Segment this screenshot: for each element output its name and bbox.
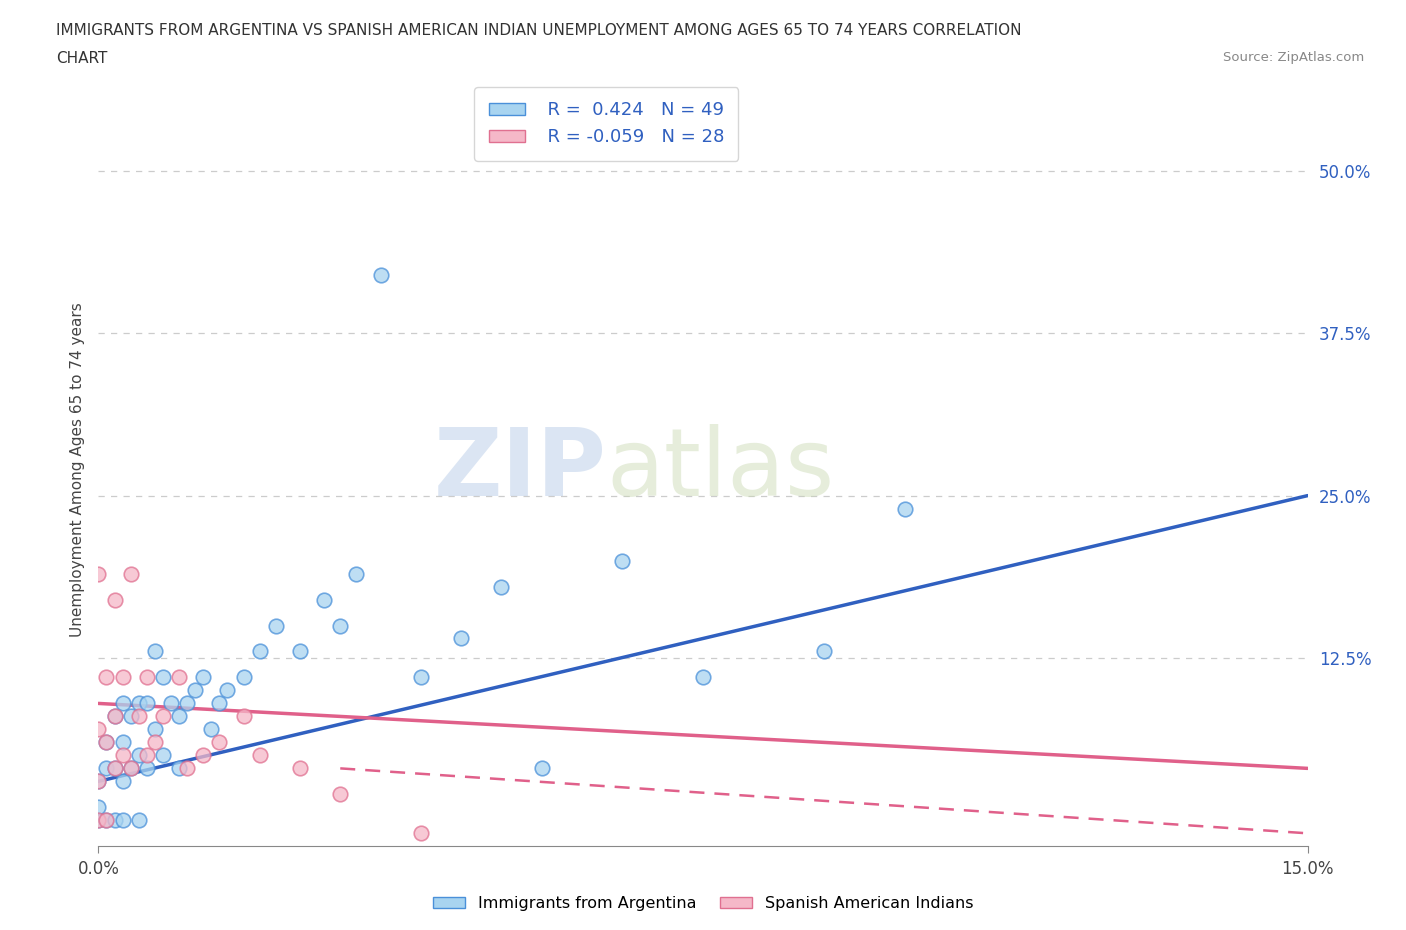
Point — [152, 748, 174, 763]
Point — [409, 826, 432, 841]
Y-axis label: Unemployment Among Ages 65 to 74 years: Unemployment Among Ages 65 to 74 years — [69, 302, 84, 637]
Text: atlas: atlas — [606, 424, 835, 515]
Point — [167, 709, 190, 724]
Point — [193, 670, 215, 684]
Point — [217, 683, 239, 698]
Point — [288, 644, 311, 659]
Point — [103, 813, 125, 828]
Point — [893, 501, 915, 516]
Point — [120, 761, 142, 776]
Point — [370, 268, 392, 283]
Point — [314, 592, 336, 607]
Point — [128, 748, 150, 763]
Text: Source: ZipAtlas.com: Source: ZipAtlas.com — [1223, 51, 1364, 64]
Point — [111, 813, 134, 828]
Point — [152, 709, 174, 724]
Point — [96, 813, 118, 828]
Text: CHART: CHART — [56, 51, 108, 66]
Point — [111, 670, 134, 684]
Point — [96, 761, 118, 776]
Point — [103, 761, 125, 776]
Point — [143, 722, 166, 737]
Point — [249, 748, 271, 763]
Point — [87, 813, 110, 828]
Point — [143, 735, 166, 750]
Point — [128, 813, 150, 828]
Point — [87, 774, 110, 789]
Point — [128, 696, 150, 711]
Point — [120, 709, 142, 724]
Point — [111, 696, 134, 711]
Point — [200, 722, 222, 737]
Point — [167, 670, 190, 684]
Point — [87, 774, 110, 789]
Point — [103, 761, 125, 776]
Point — [344, 566, 367, 581]
Text: IMMIGRANTS FROM ARGENTINA VS SPANISH AMERICAN INDIAN UNEMPLOYMENT AMONG AGES 65 : IMMIGRANTS FROM ARGENTINA VS SPANISH AME… — [56, 23, 1022, 38]
Point — [176, 696, 198, 711]
Point — [87, 566, 110, 581]
Point — [87, 813, 110, 828]
Point — [450, 631, 472, 646]
Point — [96, 735, 118, 750]
Point — [208, 735, 231, 750]
Point — [249, 644, 271, 659]
Point — [143, 644, 166, 659]
Point — [264, 618, 287, 633]
Point — [409, 670, 432, 684]
Point — [329, 618, 352, 633]
Point — [193, 748, 215, 763]
Point — [103, 592, 125, 607]
Point — [692, 670, 714, 684]
Point — [111, 735, 134, 750]
Point — [128, 709, 150, 724]
Point — [103, 709, 125, 724]
Point — [135, 748, 157, 763]
Point — [135, 670, 157, 684]
Point — [176, 761, 198, 776]
Point — [111, 748, 134, 763]
Point — [87, 800, 110, 815]
Point — [120, 566, 142, 581]
Point — [232, 670, 254, 684]
Point — [152, 670, 174, 684]
Point — [612, 553, 634, 568]
Legend: Immigrants from Argentina, Spanish American Indians: Immigrants from Argentina, Spanish Ameri… — [426, 890, 980, 917]
Text: ZIP: ZIP — [433, 424, 606, 515]
Point — [87, 722, 110, 737]
Point — [96, 813, 118, 828]
Point — [111, 774, 134, 789]
Point — [96, 735, 118, 750]
Point — [160, 696, 183, 711]
Point — [103, 709, 125, 724]
Point — [184, 683, 207, 698]
Point — [135, 761, 157, 776]
Point — [491, 579, 513, 594]
Point — [530, 761, 553, 776]
Point — [813, 644, 835, 659]
Point — [232, 709, 254, 724]
Point — [208, 696, 231, 711]
Point — [288, 761, 311, 776]
Point — [167, 761, 190, 776]
Point — [135, 696, 157, 711]
Point — [120, 761, 142, 776]
Point — [96, 670, 118, 684]
Legend:   R =  0.424   N = 49,   R = -0.059   N = 28: R = 0.424 N = 49, R = -0.059 N = 28 — [474, 87, 738, 161]
Point — [329, 787, 352, 802]
